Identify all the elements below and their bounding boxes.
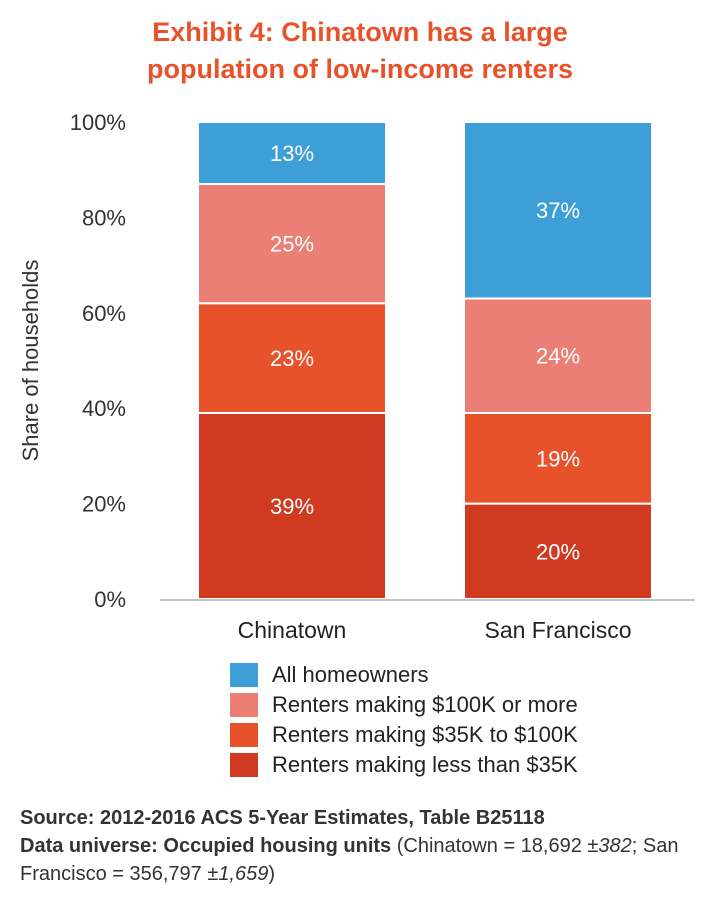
bar-segment: [197, 121, 387, 186]
y-tick-label: 0%: [94, 587, 126, 612]
legend-label: All homeowners: [272, 662, 429, 687]
legend-item: Renters making less than $35K: [230, 750, 578, 780]
legend-swatch: [230, 693, 258, 717]
data-label: 37%: [536, 198, 580, 223]
data-label: 13%: [270, 141, 314, 166]
legend-swatch: [230, 663, 258, 687]
sf-moe: 1,659: [218, 863, 269, 885]
data-universe-label: Data universe: Occupied housing units: [20, 835, 392, 857]
y-tick-label: 80%: [82, 205, 126, 230]
legend-label: Renters making $100K or more: [272, 692, 578, 717]
x-tick-label: Chinatown: [238, 617, 347, 643]
y-tick-label: 40%: [82, 396, 126, 421]
bar-segment: [463, 411, 653, 505]
bar-segment: [463, 502, 653, 601]
data-label: 24%: [536, 344, 580, 369]
legend-swatch: [230, 723, 258, 747]
bar-segment: [197, 411, 387, 600]
legend-item: All homeowners: [230, 660, 578, 690]
legend-label: Renters making less than $35K: [272, 752, 578, 777]
y-tick-label: 60%: [82, 301, 126, 326]
legend-swatch: [230, 753, 258, 777]
chart-title: Exhibit 4: Chinatown has a large populat…: [0, 14, 720, 88]
chart-title-line-2: population of low-income renters: [146, 54, 573, 84]
bar-segment: [463, 121, 653, 300]
y-tick-label: 100%: [70, 110, 126, 135]
data-label: 19%: [536, 446, 580, 471]
stacked-bar-chart: 0% 20% 40% 60% 80% 100% Share of households 39%…: [18, 110, 695, 643]
chart-legend: All homeowners Renters making $100K or mo…: [230, 660, 578, 780]
bar-segment: [197, 302, 387, 414]
source-note: Source: 2012-2016 ACS 5-Year Estimates, …: [20, 807, 545, 829]
data-label: 39%: [270, 494, 314, 519]
bar-segment: [197, 183, 387, 305]
chart-title-line-1: Exhibit 4: Chinatown has a large: [152, 17, 568, 47]
y-tick-label: 20%: [82, 492, 126, 517]
legend-label: Renters making $35K to $100K: [272, 722, 578, 747]
bar-segment: [463, 297, 653, 414]
data-label: 20%: [536, 539, 580, 564]
data-label: 25%: [270, 232, 314, 257]
x-tick-label: San Francisco: [484, 617, 631, 643]
data-universe-note: Data universe: Occupied housing units (C…: [20, 835, 679, 885]
data-label: 23%: [270, 346, 314, 371]
legend-item: Renters making $35K to $100K: [230, 720, 578, 750]
legend-item: Renters making $100K or more: [230, 690, 578, 720]
chinatown-moe: 382: [598, 835, 632, 857]
footer-notes: Source: 2012-2016 ACS 5-Year Estimates, …: [20, 804, 710, 888]
y-axis-label: Share of households: [18, 260, 43, 462]
